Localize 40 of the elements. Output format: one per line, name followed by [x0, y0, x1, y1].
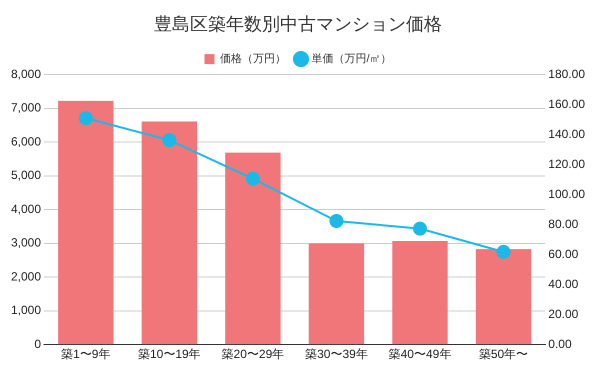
- y2-tick-label: 160.00: [548, 96, 586, 111]
- y-tick-label: 6,000: [11, 134, 42, 148]
- y2-tick-label: 100.00: [548, 186, 586, 201]
- bar: [225, 152, 281, 344]
- point: [329, 214, 344, 228]
- chart-title: 豊島区築年数別中古マンション価格: [154, 14, 442, 34]
- x-tick-label: 築1〜9年: [61, 347, 110, 362]
- point: [246, 172, 260, 186]
- point: [496, 244, 511, 259]
- legend-label: 単価（万円/㎡）: [311, 53, 392, 66]
- y2-tick-label: 0.00: [548, 336, 572, 351]
- x-tick-label: 築30〜39年: [305, 347, 368, 362]
- y2-tick-label: 60.00: [548, 246, 579, 261]
- point: [162, 133, 176, 148]
- y2-tick-label: 180.00: [548, 66, 586, 81]
- y2-tick-label: 120.00: [548, 156, 586, 171]
- y-tick-label: 5,000: [11, 168, 42, 182]
- y2-tick-label: 140.00: [548, 126, 586, 141]
- bar: [58, 100, 114, 344]
- y2-tick-label: 20.00: [548, 306, 579, 321]
- x-tick-label: 築10〜19年: [138, 347, 201, 362]
- y-tick-label: 4,000: [11, 202, 42, 216]
- y-tick-label: 7,000: [11, 100, 42, 115]
- y-tick-label: 1,000: [11, 303, 42, 318]
- y-tick-label: 3,000: [11, 236, 42, 250]
- x-tick-label: 築20〜29年: [222, 347, 284, 362]
- bar: [142, 122, 198, 344]
- bar: [392, 240, 448, 344]
- bar: [308, 243, 364, 344]
- y-tick-label: 0: [34, 336, 42, 351]
- x-tick-label: 築40〜49年: [388, 347, 452, 362]
- point: [412, 222, 427, 236]
- bar: [476, 249, 532, 344]
- y2-tick-label: 40.00: [548, 276, 579, 291]
- y-tick-label: 8,000: [11, 66, 42, 81]
- x-tick-label: 築50年〜: [478, 347, 528, 362]
- y2-tick-label: 80.00: [548, 216, 579, 231]
- legend-label: 価格（万円）: [220, 53, 286, 66]
- point: [78, 111, 93, 126]
- y-tick-label: 2,000: [11, 269, 42, 284]
